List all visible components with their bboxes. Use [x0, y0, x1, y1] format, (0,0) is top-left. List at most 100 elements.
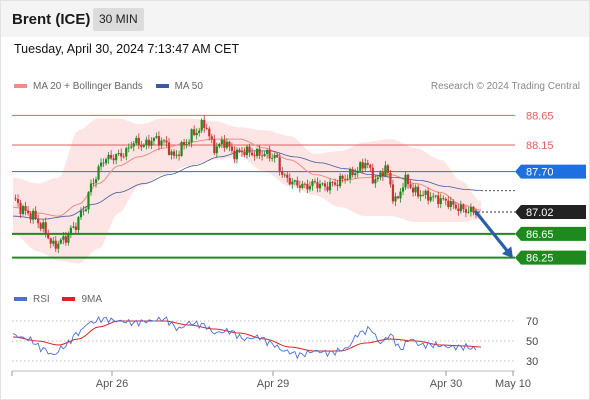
candle: [112, 154, 115, 165]
candle-body: [459, 204, 462, 212]
credit-text: Research © 2024 Trading Central: [430, 81, 580, 92]
resistance-1-label: 88.15: [526, 140, 554, 152]
candle: [248, 143, 251, 157]
candle: [140, 141, 143, 151]
candle: [79, 207, 83, 220]
candle: [394, 192, 397, 207]
legend-rsi: RSI: [14, 294, 50, 305]
candle-body: [117, 153, 120, 155]
candle: [177, 150, 181, 161]
time-tick-label: May 10: [495, 378, 531, 390]
candle-body: [364, 163, 367, 169]
current-label-box: [515, 204, 586, 219]
candle: [396, 195, 400, 200]
candle-body: [94, 179, 98, 183]
candle-body: [230, 146, 234, 151]
rsi-ma-line: [12, 320, 482, 352]
candle-body: [296, 180, 299, 186]
candle: [195, 128, 198, 140]
candle: [89, 179, 93, 196]
candle: [454, 202, 457, 210]
candle-body: [419, 194, 422, 197]
candle: [414, 184, 417, 197]
candle-body: [19, 202, 22, 214]
candle: [444, 197, 447, 206]
candle-body: [205, 127, 208, 129]
candle-body: [253, 155, 256, 157]
candle-body: [97, 166, 100, 180]
candle-body: [84, 209, 88, 211]
candle: [205, 123, 208, 131]
candle-body: [188, 142, 191, 144]
support-2-label: 86.25: [526, 253, 554, 265]
candle: [409, 180, 412, 190]
candle-body: [120, 153, 123, 157]
candle-body: [263, 153, 266, 157]
legend-rsi-label: RSI: [33, 294, 50, 305]
candle: [296, 176, 299, 189]
candle: [356, 166, 359, 178]
candle: [49, 237, 52, 249]
candle: [67, 231, 70, 246]
candle-body: [74, 226, 78, 230]
candle-body: [122, 156, 125, 158]
candle-body: [283, 174, 286, 176]
candle-body: [112, 158, 115, 161]
candle: [266, 148, 269, 159]
candle: [308, 181, 312, 192]
candle: [381, 167, 384, 181]
candle-body: [308, 186, 312, 190]
candle-body: [384, 165, 387, 177]
candle: [190, 128, 193, 148]
candle-body: [323, 183, 327, 187]
candle-body: [349, 169, 352, 179]
candle-body: [208, 128, 211, 137]
candle-body: [396, 196, 400, 199]
candle-body: [298, 185, 301, 188]
candle: [439, 193, 442, 209]
candle-body: [414, 186, 417, 193]
candle-body: [427, 190, 430, 201]
candle-body: [180, 142, 183, 156]
candle: [185, 139, 188, 149]
candle-body: [381, 172, 384, 177]
candle: [472, 205, 475, 216]
candle: [155, 132, 158, 139]
candle: [442, 195, 445, 201]
candle: [384, 161, 387, 178]
candle: [369, 163, 372, 173]
candle-body: [52, 240, 55, 244]
candle-body: [301, 183, 304, 188]
candle-body: [82, 210, 85, 212]
candle: [150, 137, 153, 150]
timeframe-badge[interactable]: 30 MIN: [93, 8, 144, 31]
candle-body: [39, 223, 42, 229]
candle: [162, 138, 166, 144]
legend-rsi-ma: 9MA: [62, 294, 102, 305]
candle: [344, 174, 347, 184]
candle-body: [273, 155, 276, 159]
candle: [16, 194, 20, 207]
projection-layer: [474, 210, 513, 258]
candle: [316, 177, 319, 193]
candle-body: [303, 183, 306, 185]
candle-body: [218, 144, 221, 147]
candle-body: [87, 192, 90, 210]
candle: [283, 173, 286, 178]
ma20-swatch: [14, 84, 27, 89]
legend-ma50: MA 50: [155, 81, 203, 92]
candle: [351, 166, 354, 178]
candle-body: [47, 233, 50, 239]
candle: [298, 180, 301, 193]
candle: [223, 135, 226, 152]
candle-body: [469, 206, 473, 212]
candle: [215, 142, 218, 158]
support-1-label: 86.65: [526, 229, 554, 241]
candle-body: [321, 183, 324, 185]
candle: [122, 153, 125, 159]
legend-rsi-ma-label: 9MA: [81, 294, 103, 305]
candle-body: [374, 179, 377, 184]
candle: [97, 164, 100, 181]
candle: [281, 166, 284, 178]
candle: [457, 203, 460, 216]
